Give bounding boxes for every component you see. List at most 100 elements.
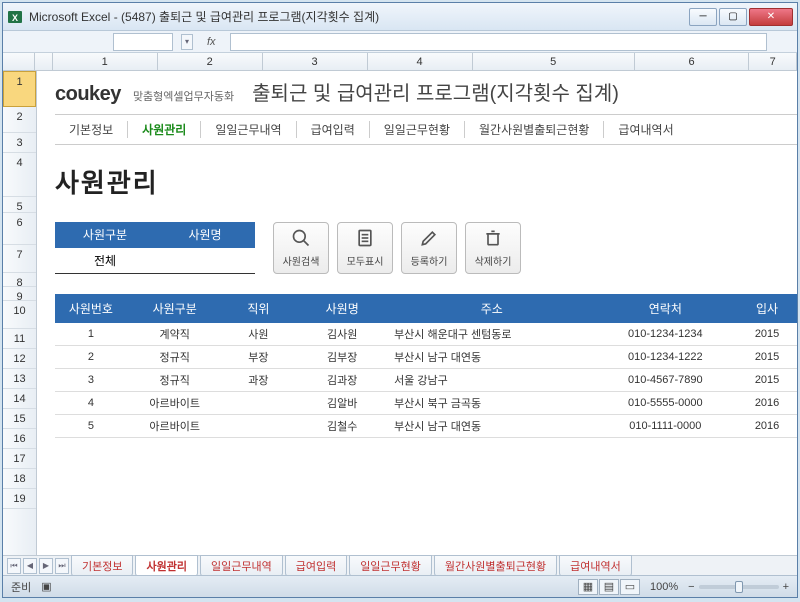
maximize-button[interactable]: ▢ — [719, 8, 747, 26]
cell-no: 1 — [55, 323, 127, 346]
zoom-in-button[interactable]: + — [783, 581, 789, 593]
row-header[interactable]: 15 — [3, 409, 36, 429]
table-header: 입사 — [737, 294, 797, 323]
nav-tab[interactable]: 기본정보 — [55, 121, 128, 138]
nav-tab[interactable]: 월간사원별출퇴근현황 — [465, 121, 604, 138]
sheet-tab[interactable]: 급여내역서 — [559, 555, 632, 576]
sheet-container: 1 2 3 4 5 6 7 1 2 3 4 5 6 7 8 9 10 11 12… — [3, 53, 797, 575]
table-header: 사원명 — [294, 294, 390, 323]
row-header[interactable]: 4 — [3, 153, 36, 197]
row-header[interactable]: 18 — [3, 469, 36, 489]
cell-no: 5 — [55, 415, 127, 438]
row-header[interactable]: 12 — [3, 349, 36, 369]
row-header[interactable]: 11 — [3, 329, 36, 349]
row-header[interactable]: 14 — [3, 389, 36, 409]
row-header[interactable]: 5 — [3, 197, 36, 213]
btn-label: 등록하기 — [411, 253, 448, 268]
titlebar: X Microsoft Excel - (5487) 출퇴근 및 급여관리 프로… — [3, 3, 797, 31]
search-button[interactable]: 사원검색 — [273, 222, 329, 274]
nav-tab[interactable]: 급여입력 — [297, 121, 370, 138]
doc-title: 출퇴근 및 급여관리 프로그램(지각횟수 집계) — [252, 77, 619, 106]
col-header[interactable]: 7 — [749, 53, 797, 70]
row-header[interactable]: 3 — [3, 133, 36, 153]
table-row[interactable]: 2정규직부장김부장부산시 남구 대연동010-1234-12222015 — [55, 346, 797, 369]
cell-addr: 부산시 남구 대연동 — [390, 346, 593, 369]
sheet-tab[interactable]: 월간사원별출퇴근현황 — [434, 555, 557, 576]
zoom-label: 100% — [650, 581, 678, 593]
status-bar: 준비 ▣ ▦ ▤ ▭ 100% − + — [3, 575, 797, 597]
table-row[interactable]: 3정규직과장김과장서울 강남구010-4567-78902015 — [55, 369, 797, 392]
table-row[interactable]: 4아르바이트김알바부산시 북구 금곡동010-5555-00002016 — [55, 392, 797, 415]
view-normal-button[interactable]: ▦ — [578, 579, 598, 595]
btn-label: 삭제하기 — [475, 253, 512, 268]
col-header[interactable]: 6 — [635, 53, 750, 70]
col-header[interactable]: 2 — [158, 53, 263, 70]
col-header[interactable]: 5 — [473, 53, 635, 70]
cell-addr: 서울 강남구 — [390, 369, 593, 392]
row-header[interactable]: 19 — [3, 489, 36, 509]
filter-value[interactable] — [155, 248, 255, 273]
sheet-tab[interactable]: 일일근무내역 — [200, 555, 283, 576]
nav-tab[interactable]: 일일근무내역 — [201, 121, 296, 138]
zoom-out-button[interactable]: − — [688, 581, 694, 593]
view-pagebreak-button[interactable]: ▭ — [620, 579, 640, 595]
tab-nav-prev[interactable]: ◀ — [23, 558, 37, 574]
row-header[interactable]: 13 — [3, 369, 36, 389]
nav-tab[interactable]: 일일근무현황 — [370, 121, 465, 138]
table-header-row: 사원번호사원구분직위사원명주소연락처입사 — [55, 294, 797, 323]
table-header: 연락처 — [594, 294, 738, 323]
showall-button[interactable]: 모두표시 — [337, 222, 393, 274]
excel-icon: X — [7, 9, 23, 25]
table-row[interactable]: 1계약직사원김사원부산시 해운대구 센텀동로010-1234-12342015 — [55, 323, 797, 346]
row-headers: 1 2 3 4 5 6 7 8 9 10 11 12 13 14 15 16 1… — [3, 71, 37, 555]
row-header[interactable]: 16 — [3, 429, 36, 449]
table-header: 주소 — [390, 294, 593, 323]
macro-icon[interactable]: ▣ — [41, 580, 51, 593]
tab-nav-last[interactable]: ⏭ — [55, 558, 69, 574]
col-header[interactable]: 1 — [53, 53, 158, 70]
sheet-tab[interactable]: 일일근무현황 — [349, 555, 432, 576]
name-box[interactable] — [113, 33, 173, 51]
zoom-slider[interactable] — [699, 585, 779, 589]
row-header[interactable]: 7 — [3, 245, 36, 273]
row-header[interactable]: 1 — [3, 71, 36, 107]
cell-pos: 사원 — [223, 323, 295, 346]
table-header: 사원번호 — [55, 294, 127, 323]
filter-value[interactable]: 전체 — [55, 248, 155, 273]
sheet-tab-list: 기본정보사원관리일일근무내역급여입력일일근무현황월간사원별출퇴근현황급여내역서 — [71, 555, 632, 576]
filter-box: 사원구분 사원명 전체 — [55, 222, 255, 274]
row-header[interactable]: 17 — [3, 449, 36, 469]
close-button[interactable]: ✕ — [749, 8, 793, 26]
nav-tabs: 기본정보사원관리일일근무내역급여입력일일근무현황월간사원별출퇴근현황급여내역서 — [55, 114, 797, 145]
nav-tab[interactable]: 급여내역서 — [604, 121, 687, 138]
register-button[interactable]: 등록하기 — [401, 222, 457, 274]
delete-button[interactable]: 삭제하기 — [465, 222, 521, 274]
tab-nav-next[interactable]: ▶ — [39, 558, 53, 574]
row-header[interactable]: 6 — [3, 213, 36, 245]
minimize-button[interactable]: ─ — [689, 8, 717, 26]
select-all-corner[interactable] — [3, 53, 35, 70]
formula-input[interactable] — [230, 33, 767, 51]
tab-nav-first[interactable]: ⏮ — [7, 558, 21, 574]
action-buttons: 사원검색모두표시등록하기 삭제하기 — [273, 222, 521, 274]
cell-addr: 부산시 해운대구 센텀동로 — [390, 323, 593, 346]
col-header[interactable]: 3 — [263, 53, 368, 70]
sheet-tab[interactable]: 기본정보 — [71, 555, 133, 576]
row-header[interactable]: 8 — [3, 273, 36, 287]
cell-no: 4 — [55, 392, 127, 415]
col-header[interactable]: 4 — [368, 53, 473, 70]
cell-hire: 2015 — [737, 346, 797, 369]
cell-pos — [223, 392, 295, 415]
table-row[interactable]: 5아르바이트김철수부산시 남구 대연동010-1111-00002016 — [55, 415, 797, 438]
row-header[interactable]: 9 — [3, 287, 36, 301]
view-layout-button[interactable]: ▤ — [599, 579, 619, 595]
name-box-dropdown[interactable]: ▾ — [181, 34, 193, 50]
sheet-tab[interactable]: 사원관리 — [135, 555, 197, 576]
row-header[interactable]: 2 — [3, 107, 36, 133]
col-header[interactable] — [35, 53, 52, 70]
nav-tab[interactable]: 사원관리 — [128, 121, 201, 138]
row-header[interactable]: 10 — [3, 301, 36, 329]
brand-sub: 맞춤형엑셀업무자동화 — [133, 88, 234, 104]
cell-type: 계약직 — [127, 323, 223, 346]
sheet-tab[interactable]: 급여입력 — [285, 555, 347, 576]
